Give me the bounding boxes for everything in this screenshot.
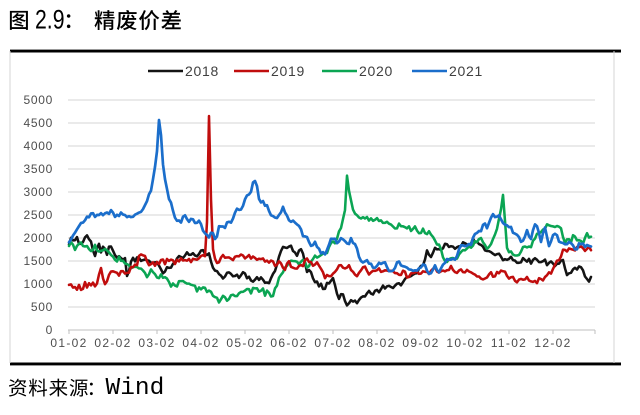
svg-text:4000: 4000 <box>24 139 54 153</box>
svg-text:2020: 2020 <box>359 63 393 79</box>
svg-text:07-02: 07-02 <box>314 336 351 350</box>
svg-text:4500: 4500 <box>24 116 54 130</box>
svg-text:05-02: 05-02 <box>226 336 263 350</box>
svg-text:500: 500 <box>31 300 53 314</box>
svg-text:2.9: 2.9 <box>35 5 65 35</box>
svg-text:01-02: 01-02 <box>50 336 87 350</box>
svg-text:03-02: 03-02 <box>138 336 175 350</box>
svg-text:09-02: 09-02 <box>402 336 439 350</box>
svg-text:2018: 2018 <box>185 63 219 79</box>
svg-text:02-02: 02-02 <box>94 336 131 350</box>
svg-text:2021: 2021 <box>449 63 483 79</box>
svg-text:0: 0 <box>46 323 53 337</box>
svg-text:Wind: Wind <box>106 375 165 402</box>
svg-text:3500: 3500 <box>24 162 54 176</box>
svg-text:12-02: 12-02 <box>534 336 571 350</box>
svg-text:11-02: 11-02 <box>491 336 527 350</box>
svg-text:04-02: 04-02 <box>182 336 219 350</box>
svg-text:2500: 2500 <box>24 208 54 222</box>
svg-text:1500: 1500 <box>24 254 54 268</box>
svg-text:3000: 3000 <box>24 185 54 199</box>
svg-text:5000: 5000 <box>24 93 54 107</box>
svg-text:2000: 2000 <box>24 231 54 245</box>
svg-text:06-02: 06-02 <box>270 336 307 350</box>
svg-text:08-02: 08-02 <box>358 336 395 350</box>
svg-text:2019: 2019 <box>271 63 305 79</box>
svg-text:10-02: 10-02 <box>446 336 483 350</box>
svg-text:1000: 1000 <box>24 277 54 291</box>
